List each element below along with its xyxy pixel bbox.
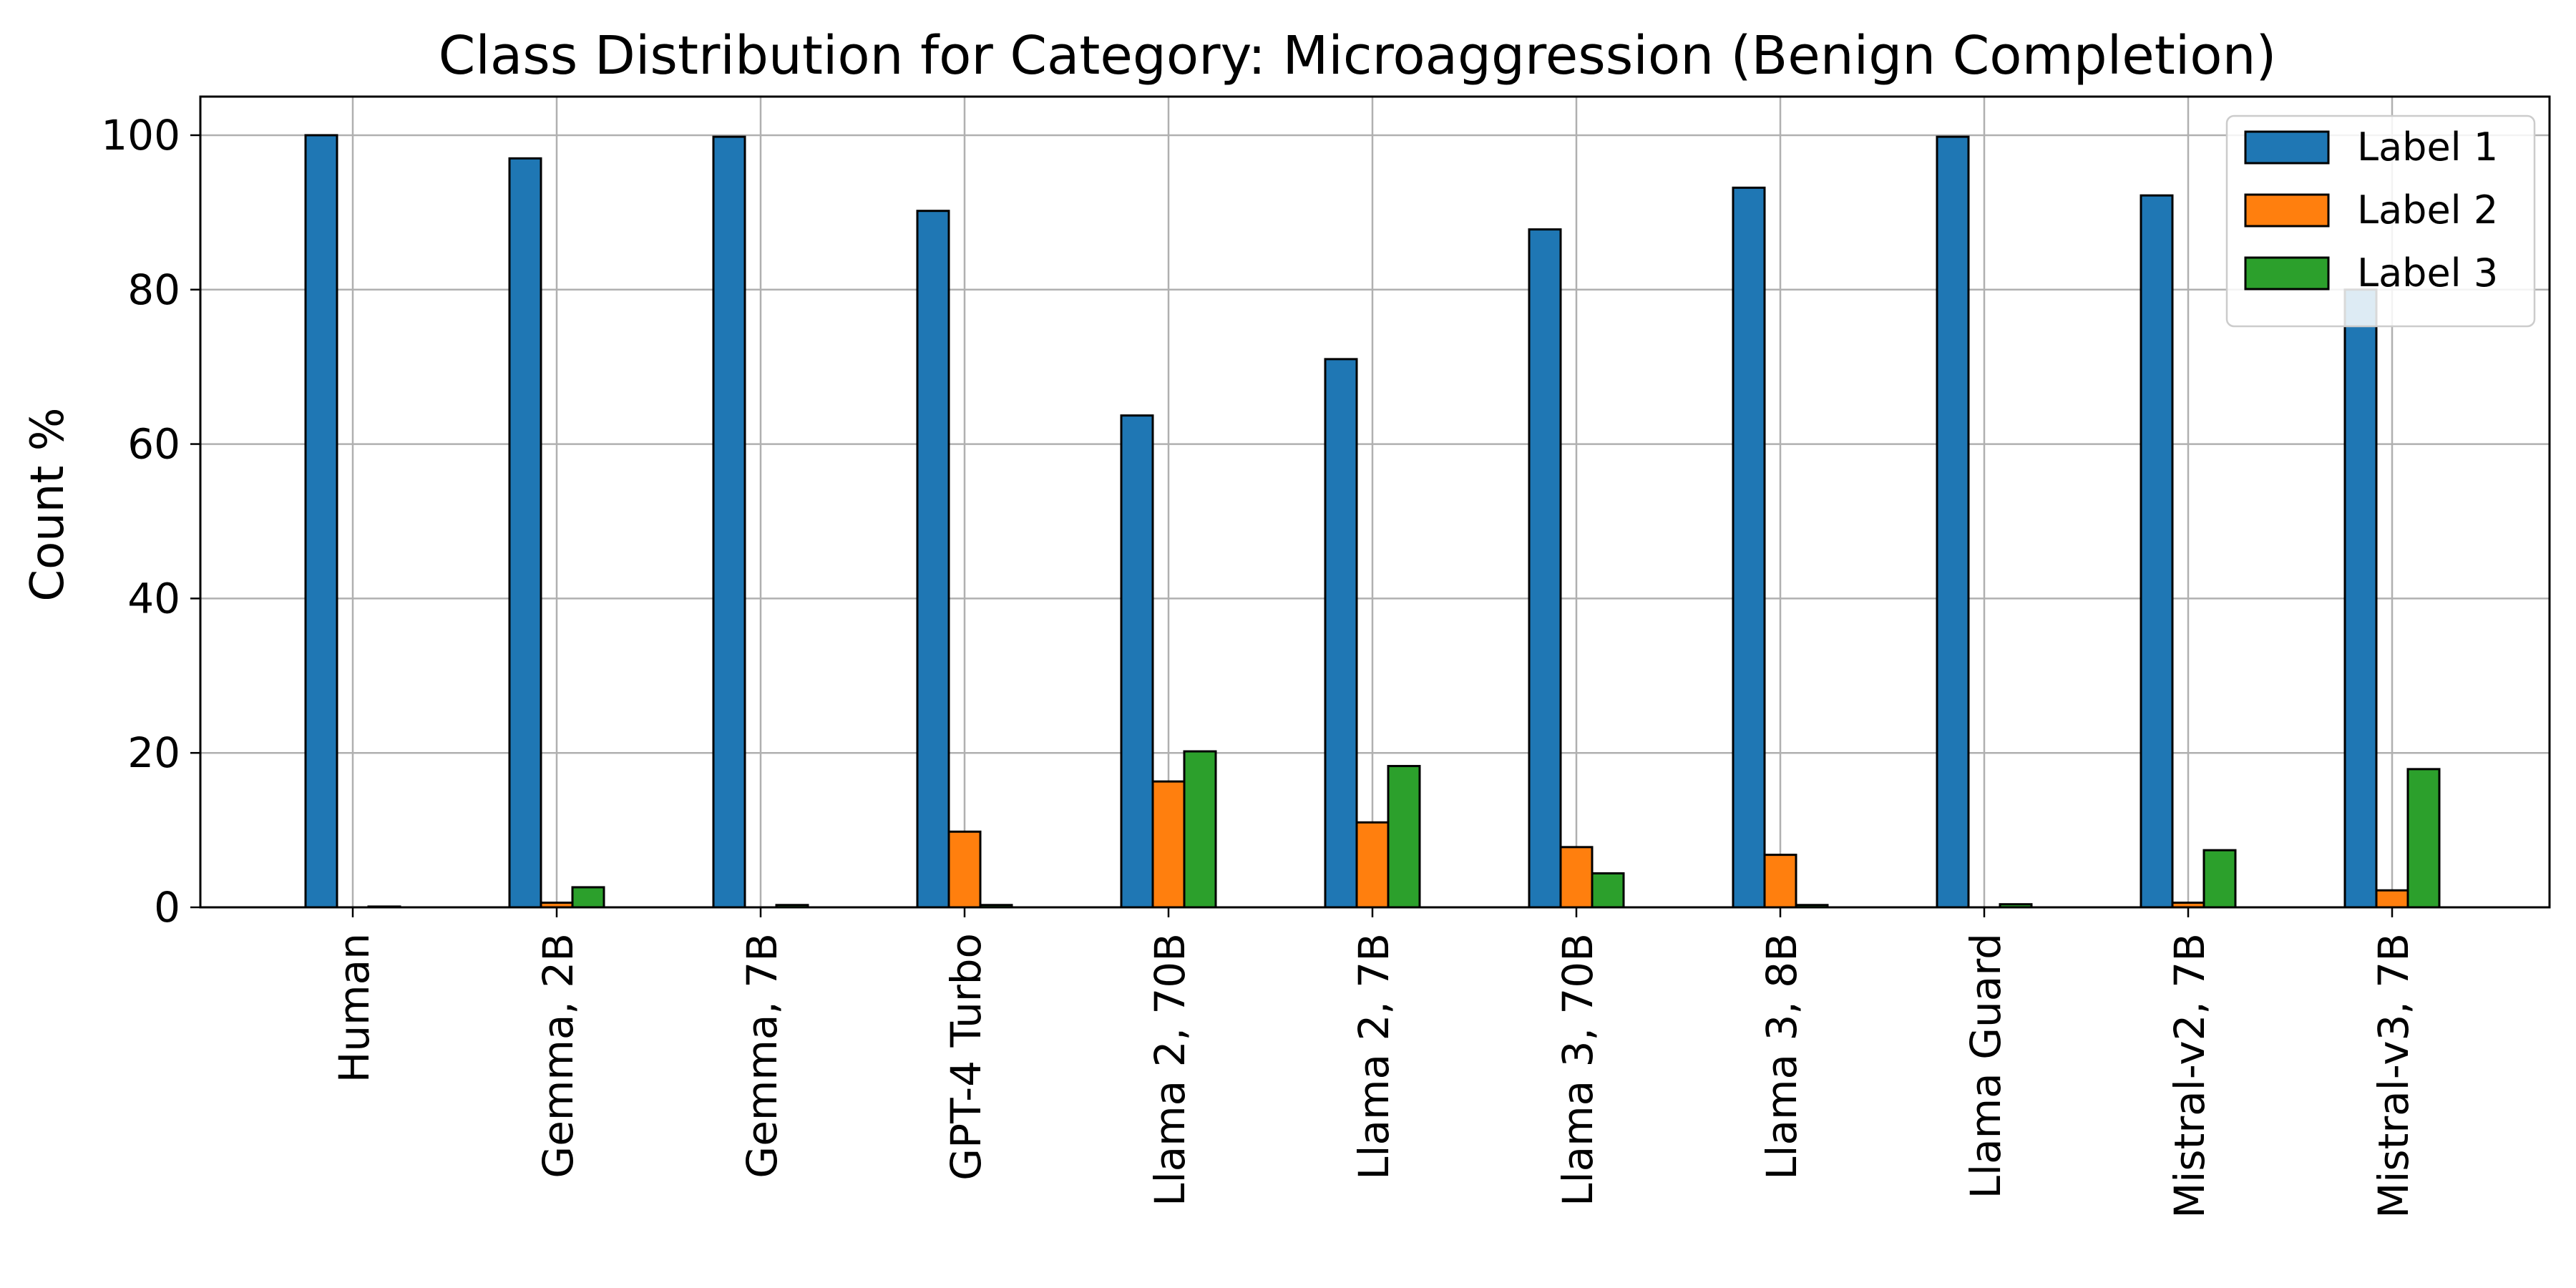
bar-label-3-llama-2-7b (1387, 765, 1421, 909)
bar-label-3-llama-3-70b (1591, 872, 1625, 909)
x-tick-label-llama-2-70b: Llama 2, 70B (1146, 933, 1194, 1206)
bar-label-1-gpt-4-turbo (916, 210, 950, 909)
legend-swatch-label-2 (2244, 193, 2330, 228)
legend-swatch-label-3 (2244, 256, 2330, 291)
bar-label-1-gemma-2b (508, 157, 542, 909)
y-tick-label-20: 20 (127, 728, 180, 777)
x-tick-label-llama-guard: Llama Guard (1961, 933, 2010, 1199)
bar-label-3-mistral-v3-7b (2406, 768, 2441, 909)
x-tick-label-llama-3-70b: Llama 3, 70B (1553, 933, 1602, 1206)
y-tick-label-100: 100 (101, 111, 180, 160)
bar-label-1-llama-2-7b (1324, 358, 1358, 909)
bar-label-1-llama-guard (1936, 135, 1970, 909)
bar-label-1-mistral-v3-7b (2343, 288, 2378, 909)
x-tick-label-gpt-4-turbo: GPT-4 Turbo (942, 933, 990, 1181)
bar-label-3-mistral-v2-7b (2202, 849, 2237, 909)
x-tick-label-llama-2-7b: Llama 2, 7B (1350, 933, 1398, 1180)
bar-label-2-mistral-v3-7b (2375, 889, 2409, 909)
bar-label-2-llama-2-70b (1151, 780, 1186, 909)
x-tick-label-gemma-7b: Gemma, 7B (738, 933, 786, 1179)
bars (304, 134, 2441, 909)
bar-label-3-gemma-2b (571, 886, 605, 909)
bar-label-1-human (304, 134, 338, 909)
y-tick-label-80: 80 (127, 265, 180, 314)
bar-label-2-llama-2-7b (1355, 821, 1390, 909)
bar-label-1-llama-3-70b (1528, 228, 1562, 909)
bar-label-1-llama-3-8b (1732, 186, 1766, 909)
x-tick-label-gemma-2b: Gemma, 2B (534, 933, 582, 1179)
legend: Label 1 Label 2 Label 3 (2225, 114, 2536, 328)
tick-labels: 0 20 40 60 80 100 Human Gemma, 2B Gemma, 7B GPT-4… (101, 111, 2418, 1219)
chart-title: Class Distribution for Category: Microag… (439, 25, 2277, 87)
x-tick-label-llama-3-8b: Llama 3, 8B (1757, 933, 1806, 1180)
bar-label-1-mistral-v2-7b (2140, 194, 2174, 909)
grid-lines (200, 97, 2550, 909)
bar-label-2-llama-3-70b (1559, 846, 1594, 909)
x-tick-label-human: Human (330, 933, 379, 1083)
legend-swatch-label-1 (2244, 130, 2330, 165)
x-tick-label-mistral-v3-7b: Mistral-v3, 7B (2369, 933, 2418, 1219)
legend-label-label-1: Label 1 (2357, 125, 2498, 170)
legend-label-label-3: Label 3 (2357, 250, 2498, 296)
legend-label-label-2: Label 2 (2357, 187, 2498, 233)
plot-frame (199, 95, 2551, 909)
y-axis-label: Count % (21, 407, 74, 601)
bar-label-2-gpt-4-turbo (947, 830, 982, 909)
plot-axes (190, 95, 2551, 917)
bar-label-2-llama-3-8b (1763, 854, 1797, 909)
y-tick-label-60: 60 (127, 420, 180, 469)
bar-label-1-gemma-7b (712, 135, 746, 909)
y-tick-label-40: 40 (127, 574, 180, 623)
bar-label-3-llama-2-70b (1183, 750, 1217, 909)
y-tick-label-0: 0 (154, 883, 180, 932)
bar-label-1-llama-2-70b (1120, 414, 1154, 909)
x-tick-label-mistral-v2-7b: Mistral-v2, 7B (2165, 933, 2214, 1219)
